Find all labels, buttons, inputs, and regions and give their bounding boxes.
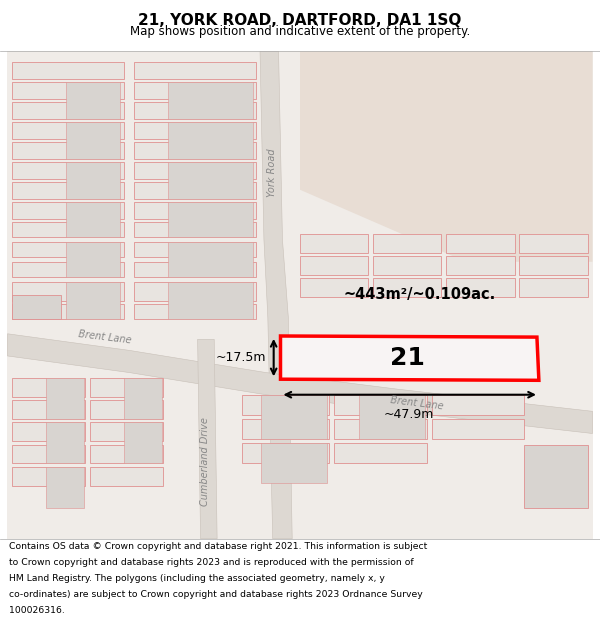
Polygon shape — [260, 51, 292, 539]
Polygon shape — [134, 304, 256, 319]
Polygon shape — [125, 422, 161, 463]
Polygon shape — [13, 62, 125, 79]
Polygon shape — [446, 234, 515, 253]
Polygon shape — [134, 102, 256, 119]
Polygon shape — [13, 222, 125, 238]
Polygon shape — [134, 222, 256, 238]
Polygon shape — [261, 395, 328, 439]
Polygon shape — [13, 295, 61, 319]
Polygon shape — [91, 422, 163, 441]
Polygon shape — [46, 467, 83, 508]
Polygon shape — [261, 444, 328, 483]
Polygon shape — [520, 278, 587, 298]
Polygon shape — [300, 278, 368, 298]
Polygon shape — [134, 242, 256, 258]
Polygon shape — [524, 444, 587, 508]
Polygon shape — [134, 282, 256, 301]
Polygon shape — [91, 400, 163, 419]
Polygon shape — [66, 282, 119, 319]
Polygon shape — [169, 282, 253, 319]
Polygon shape — [134, 122, 256, 139]
Polygon shape — [91, 467, 163, 486]
Polygon shape — [281, 336, 539, 380]
Text: ~47.9m: ~47.9m — [384, 408, 434, 421]
Polygon shape — [13, 262, 125, 278]
Polygon shape — [197, 339, 217, 539]
Polygon shape — [431, 419, 524, 439]
Polygon shape — [66, 162, 119, 199]
Polygon shape — [373, 256, 442, 275]
Polygon shape — [169, 122, 253, 159]
Polygon shape — [125, 378, 161, 419]
Polygon shape — [13, 82, 125, 99]
Polygon shape — [241, 395, 329, 414]
Text: HM Land Registry. The polygons (including the associated geometry, namely x, y: HM Land Registry. The polygons (includin… — [9, 574, 385, 583]
Polygon shape — [13, 304, 125, 319]
Polygon shape — [13, 142, 125, 159]
Polygon shape — [13, 378, 85, 397]
Polygon shape — [134, 82, 256, 99]
Polygon shape — [66, 242, 119, 278]
Polygon shape — [46, 378, 83, 419]
Polygon shape — [134, 162, 256, 179]
Polygon shape — [66, 202, 119, 238]
Polygon shape — [520, 256, 587, 275]
Polygon shape — [13, 467, 85, 486]
Polygon shape — [134, 62, 256, 79]
Polygon shape — [373, 278, 442, 298]
Text: ~443m²/~0.109ac.: ~443m²/~0.109ac. — [344, 288, 496, 302]
Text: 100026316.: 100026316. — [9, 606, 65, 615]
Polygon shape — [334, 444, 427, 463]
Polygon shape — [446, 278, 515, 298]
Text: 21, YORK ROAD, DARTFORD, DA1 1SQ: 21, YORK ROAD, DARTFORD, DA1 1SQ — [139, 12, 461, 28]
Polygon shape — [91, 444, 163, 463]
Polygon shape — [446, 256, 515, 275]
Polygon shape — [241, 444, 329, 463]
Polygon shape — [169, 162, 253, 199]
Polygon shape — [169, 82, 253, 119]
Polygon shape — [46, 422, 83, 463]
Polygon shape — [13, 202, 125, 219]
Polygon shape — [134, 182, 256, 199]
Text: to Crown copyright and database rights 2023 and is reproduced with the permissio: to Crown copyright and database rights 2… — [9, 558, 413, 567]
Polygon shape — [300, 234, 368, 253]
Polygon shape — [66, 122, 119, 159]
Polygon shape — [13, 400, 85, 419]
Polygon shape — [13, 182, 125, 199]
Polygon shape — [134, 262, 256, 278]
Text: Map shows position and indicative extent of the property.: Map shows position and indicative extent… — [130, 26, 470, 39]
Text: 21: 21 — [390, 346, 425, 370]
Polygon shape — [520, 234, 587, 253]
Polygon shape — [334, 395, 427, 414]
Polygon shape — [134, 142, 256, 159]
Polygon shape — [13, 282, 125, 301]
Text: Brent Lane: Brent Lane — [78, 329, 132, 346]
Polygon shape — [300, 256, 368, 275]
Polygon shape — [431, 395, 524, 414]
Polygon shape — [334, 419, 427, 439]
Polygon shape — [13, 162, 125, 179]
Text: ~17.5m: ~17.5m — [215, 351, 266, 364]
Text: co-ordinates) are subject to Crown copyright and database rights 2023 Ordnance S: co-ordinates) are subject to Crown copyr… — [9, 590, 423, 599]
Polygon shape — [169, 202, 253, 238]
Polygon shape — [241, 419, 329, 439]
Text: Cumberland Drive: Cumberland Drive — [200, 417, 211, 506]
Polygon shape — [359, 395, 425, 439]
Polygon shape — [373, 234, 442, 253]
Text: Brent Lane: Brent Lane — [390, 396, 444, 412]
Polygon shape — [13, 122, 125, 139]
Polygon shape — [13, 242, 125, 258]
Text: Contains OS data © Crown copyright and database right 2021. This information is : Contains OS data © Crown copyright and d… — [9, 542, 427, 551]
Text: York Road: York Road — [267, 149, 277, 198]
Polygon shape — [13, 422, 85, 441]
Polygon shape — [66, 82, 119, 119]
Polygon shape — [13, 444, 85, 463]
Polygon shape — [13, 102, 125, 119]
Polygon shape — [169, 242, 253, 278]
Polygon shape — [300, 51, 593, 262]
Polygon shape — [134, 202, 256, 219]
Polygon shape — [91, 378, 163, 397]
Polygon shape — [7, 334, 593, 434]
